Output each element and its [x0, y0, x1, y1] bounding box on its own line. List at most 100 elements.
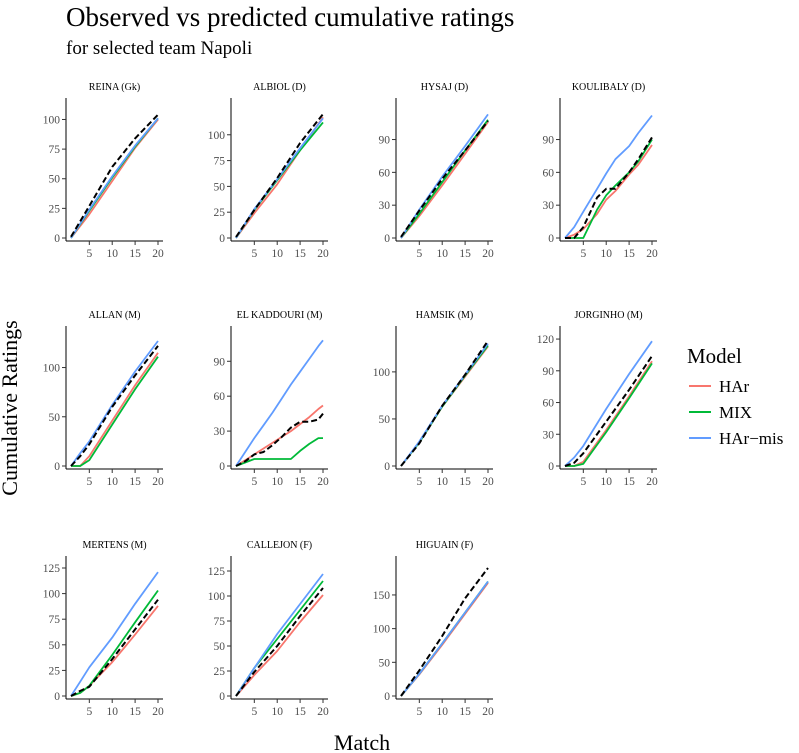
panel-albiol-d: ALBIOL (D) 0 25 50 75 100 5 10 15 20 [208, 82, 329, 260]
series-line-har-mis [564, 114, 653, 239]
series-line-har-mis [400, 580, 489, 697]
x-tick-label: 10 [600, 476, 612, 488]
series-line-observed [400, 120, 489, 238]
chart-subtitle: for selected team Napoli [66, 38, 252, 59]
y-tick-label: 100 [373, 367, 391, 379]
y-tick-label: 0 [548, 461, 554, 473]
series-line-mix [565, 139, 653, 239]
x-tick-label: 10 [271, 476, 283, 488]
y-tick-label: 0 [54, 461, 60, 473]
x-tick-label: 10 [436, 248, 448, 260]
x-tick-label: 20 [317, 706, 329, 718]
y-tick-label: 25 [214, 666, 226, 678]
x-tick-label: 15 [129, 476, 141, 488]
panel-mertens-m: MERTENS (M) 0 25 50 75 100 125 5 10 15 20 [43, 540, 164, 718]
panel-allan-m: ALLAN (M) 0 50 100 5 10 15 20 [43, 310, 164, 488]
series-line-observed [400, 567, 489, 697]
y-tick-label: 50 [214, 181, 226, 193]
y-tick-label: 50 [379, 657, 391, 669]
series-line-observed [235, 587, 324, 697]
y-tick-label: 30 [214, 426, 226, 438]
legend-item-har: HAr [689, 377, 750, 396]
x-tick-label: 20 [152, 706, 164, 718]
x-tick-label: 15 [294, 476, 306, 488]
y-tick-label: 50 [49, 174, 61, 186]
y-tick-label: 75 [49, 614, 61, 626]
series-line-observed [70, 345, 159, 467]
y-tick-label: 60 [543, 398, 555, 410]
x-tick-label: 10 [600, 248, 612, 260]
x-tick-label: 20 [317, 248, 329, 260]
y-tick-label: 0 [548, 233, 554, 245]
y-tick-label: 100 [208, 591, 226, 603]
legend-label: HAr−mis [719, 429, 783, 448]
y-tick-label: 30 [543, 429, 555, 441]
legend-item-har-mis: HAr−mis [689, 429, 783, 448]
series-line-har [564, 144, 653, 239]
legend-label: HAr [719, 377, 750, 396]
panel-strip-label: HIGUAIN (F) [416, 540, 474, 551]
x-tick-label: 20 [317, 476, 329, 488]
y-tick-label: 0 [384, 691, 390, 703]
series-line-observed [565, 136, 653, 239]
series-line-har-mis [564, 340, 653, 467]
panel-strip-label: CALLEJON (F) [247, 540, 312, 551]
x-tick-label: 15 [623, 476, 635, 488]
y-tick-label: 0 [219, 461, 225, 473]
x-tick-label: 5 [251, 248, 257, 260]
x-tick-label: 5 [416, 706, 422, 718]
x-tick-label: 10 [271, 248, 283, 260]
x-tick-label: 5 [416, 476, 422, 488]
x-tick-label: 15 [459, 476, 471, 488]
x-tick-label: 5 [86, 248, 92, 260]
panel-callejon-f: CALLEJON (F) 0 25 50 75 100 125 5 10 15 20 [208, 540, 329, 718]
y-tick-label: 90 [543, 135, 555, 147]
panel-jorginho-m: JORGINHO (M) 0 30 60 90 120 5 10 15 20 [537, 310, 658, 488]
x-tick-label: 15 [129, 248, 141, 260]
y-tick-label: 60 [214, 391, 226, 403]
panel-koulibaly-d: KOULIBALY (D) 0 30 60 90 5 10 15 20 [543, 82, 659, 260]
y-tick-label: 100 [43, 114, 61, 126]
panel-reina-gk: REINA (Gk) 0 25 50 75 100 5 10 15 20 [43, 82, 164, 260]
y-tick-label: 0 [384, 461, 390, 473]
y-tick-label: 50 [49, 412, 61, 424]
y-tick-label: 25 [49, 203, 61, 215]
panel-strip-label: ALLAN (M) [89, 310, 141, 321]
x-tick-label: 10 [436, 706, 448, 718]
series-line-har [235, 594, 324, 697]
x-tick-label: 20 [482, 706, 494, 718]
y-tick-label: 75 [214, 616, 226, 628]
panel-strip-label: HAMSIK (M) [416, 310, 474, 321]
x-tick-label: 10 [106, 248, 118, 260]
legend-item-mix: MIX [689, 403, 752, 422]
series-line-observed [235, 113, 324, 238]
y-tick-label: 100 [43, 363, 61, 375]
y-tick-label: 90 [379, 135, 391, 147]
y-tick-label: 100 [208, 130, 226, 142]
x-tick-label: 5 [251, 476, 257, 488]
panel-strip-label: EL KADDOURI (M) [237, 310, 323, 321]
series-line-observed [564, 355, 653, 467]
y-tick-label: 0 [219, 233, 225, 245]
legend-label: MIX [719, 403, 752, 422]
legend-title: Model [687, 344, 742, 368]
legend: Model HAr MIX HAr−mis [687, 344, 783, 448]
panel-hysaj-d: HYSAJ (D) 0 30 60 90 5 10 15 20 [379, 82, 495, 260]
x-tick-label: 10 [436, 476, 448, 488]
panel-strip-label: KOULIBALY (D) [572, 82, 645, 93]
series-line-mix [71, 356, 159, 467]
series-line-mix [565, 362, 653, 467]
x-tick-label: 15 [294, 706, 306, 718]
y-tick-label: 0 [54, 691, 60, 703]
panel-el-kaddouri-m: EL KADDOURI (M) 0 30 60 90 5 10 15 20 [214, 310, 330, 488]
y-tick-label: 90 [543, 366, 555, 378]
y-tick-label: 100 [373, 624, 391, 636]
x-tick-label: 15 [459, 706, 471, 718]
series-line-observed [235, 412, 324, 467]
panel-strip-label: REINA (Gk) [89, 82, 140, 93]
panel-hamsik-m: HAMSIK (M) 0 50 100 5 10 15 20 [373, 310, 494, 488]
y-tick-label: 120 [537, 334, 555, 346]
series-line-har-mis [235, 339, 324, 467]
x-tick-label: 5 [251, 706, 257, 718]
